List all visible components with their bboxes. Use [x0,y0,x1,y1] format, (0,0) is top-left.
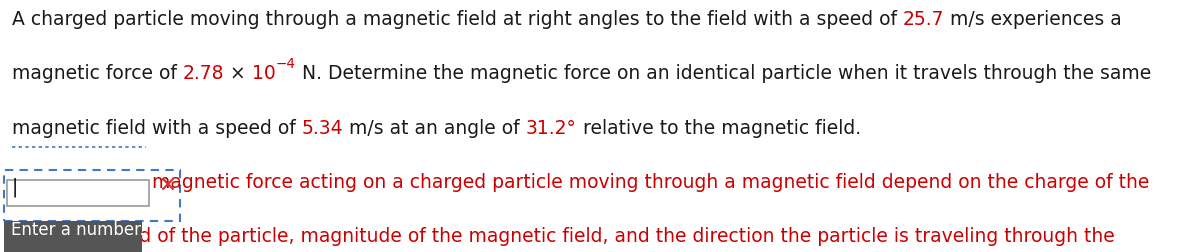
Text: magnetic force of: magnetic force of [12,64,182,83]
Text: 5.34: 5.34 [301,118,343,138]
Text: ×: × [224,64,252,83]
Text: N. Determine the magnetic force on an identical particle when it travels through: N. Determine the magnetic force on an id… [296,64,1151,83]
Text: 25.7: 25.7 [904,10,944,29]
Text: m/s at an angle of: m/s at an angle of [343,118,526,138]
Text: ✕: ✕ [158,176,176,196]
Text: −4: −4 [276,57,296,71]
Text: magnetic force acting on a charged particle moving through a magnetic field depe: magnetic force acting on a charged parti… [146,173,1150,192]
Text: |: | [12,177,18,197]
Text: m/s experiences a: m/s experiences a [944,10,1122,29]
Text: with a speed of: with a speed of [146,118,301,138]
Text: 31.2°: 31.2° [526,118,577,138]
Text: magnetic field: magnetic field [12,118,146,138]
Text: 10: 10 [252,64,276,83]
Text: relative to the magnetic field.: relative to the magnetic field. [577,118,860,138]
FancyBboxPatch shape [4,221,142,252]
Text: particle, speed of the particle, magnitude of the magnetic field, and the direct: particle, speed of the particle, magnitu… [12,227,1115,246]
FancyBboxPatch shape [7,180,149,206]
Text: 2.78: 2.78 [182,64,224,83]
Text: A charged particle moving through a magnetic field at right angles to the field : A charged particle moving through a magn… [12,10,904,29]
Text: Enter a number.: Enter a number. [11,220,144,239]
